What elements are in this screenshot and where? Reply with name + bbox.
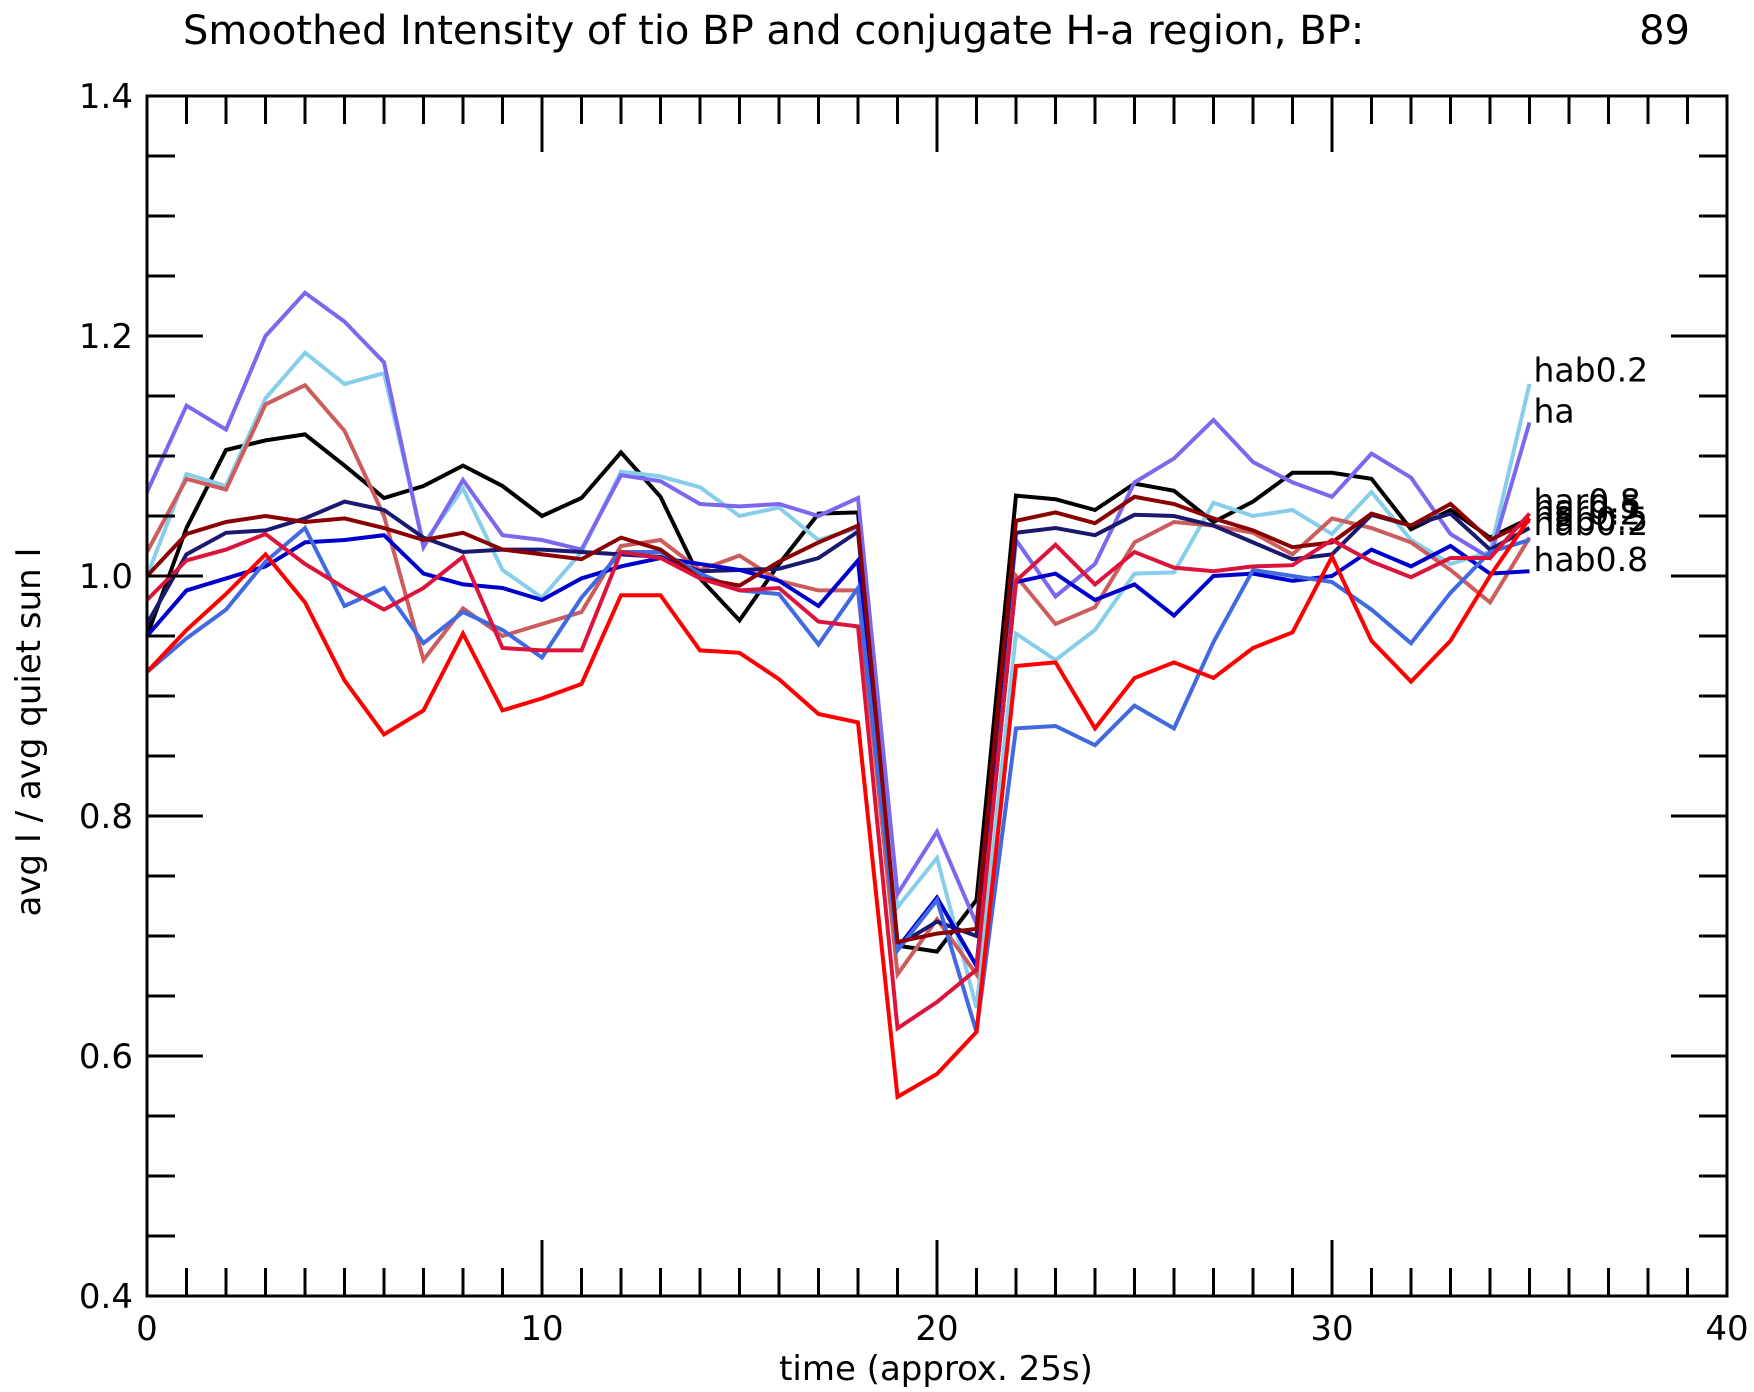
series-end-label: har0.8 bbox=[1534, 481, 1641, 520]
x-tick-label: 30 bbox=[1310, 1309, 1353, 1349]
x-tick-label: 40 bbox=[1705, 1309, 1748, 1349]
y-tick-label: 0.8 bbox=[79, 797, 133, 837]
series-end-label: ha bbox=[1534, 391, 1575, 430]
series-end-label: hab0.2 bbox=[1534, 504, 1649, 543]
series-line-7 bbox=[145, 494, 1531, 945]
plot-area-border bbox=[145, 94, 1729, 1298]
series-end-label: hab0.2 bbox=[1534, 351, 1649, 390]
series-end-label: hab0.5 bbox=[1534, 499, 1649, 538]
y-tick-label: 1.2 bbox=[79, 317, 133, 357]
series-line-2 bbox=[145, 290, 1532, 932]
y-tick-label: 1.0 bbox=[79, 557, 133, 597]
chart-title-value: 89 bbox=[1639, 8, 1690, 54]
plot-frame bbox=[145, 94, 1729, 1298]
series-line-9 bbox=[145, 517, 1532, 1101]
y-axis-label: avg I / avg quiet sun I bbox=[9, 547, 49, 916]
series-line-6 bbox=[145, 524, 1531, 1033]
y-tick-label: 1.4 bbox=[79, 77, 133, 117]
series-line-5 bbox=[145, 533, 1530, 973]
series-line-0 bbox=[145, 432, 1531, 954]
x-axis-label: time (approx. 25s) bbox=[779, 1349, 1093, 1389]
x-tick-label: 10 bbox=[520, 1309, 563, 1349]
series-end-label: har0.2 bbox=[1534, 493, 1641, 532]
x-tick-label: 0 bbox=[136, 1309, 158, 1349]
series-line-4 bbox=[145, 499, 1531, 949]
series-end-labels: hab0.2hahar0.8har0.5har0.2hab0.5hab0.2ha… bbox=[1534, 351, 1649, 580]
series-layer bbox=[145, 290, 1532, 1101]
axis-ticks: 0 10 20 30 40 0.4 0.6 0.8 1.0 1.2 1.4 bbox=[79, 77, 1749, 1349]
y-tick-label: 0.6 bbox=[79, 1037, 133, 1077]
series-end-label: hab0.8 bbox=[1534, 540, 1649, 579]
y-tick-label: 0.4 bbox=[79, 1277, 133, 1317]
x-tick-label: 20 bbox=[915, 1309, 958, 1349]
title-group: Smoothed Intensity of tio BP and conjuga… bbox=[183, 8, 1690, 54]
chart-title: Smoothed Intensity of tio BP and conjuga… bbox=[183, 8, 1364, 54]
series-line-8 bbox=[145, 512, 1531, 1032]
series-end-label: har0.5 bbox=[1534, 487, 1641, 526]
